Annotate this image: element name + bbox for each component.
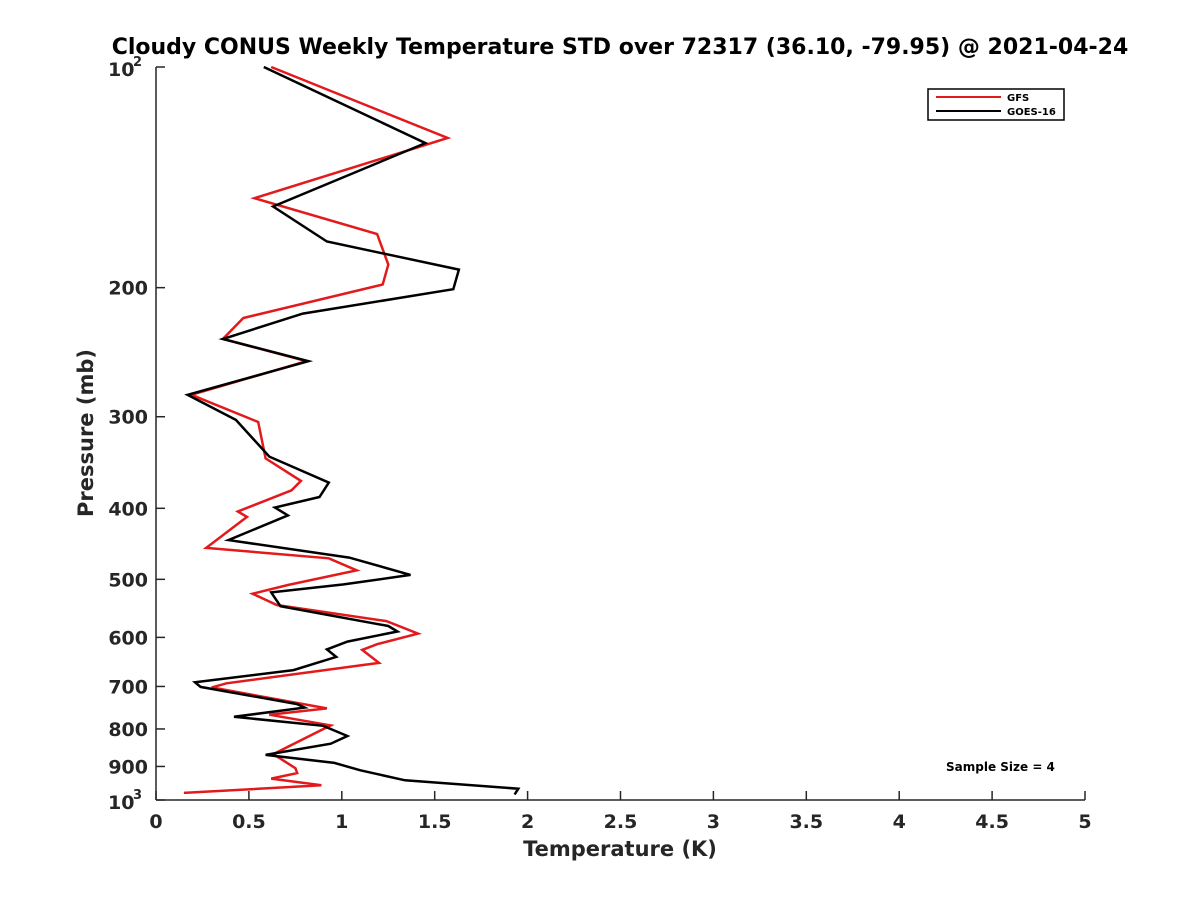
legend: GFS GOES-16: [927, 88, 1065, 121]
y-tick-label: 900: [108, 756, 148, 778]
y-tick-label: 10: [108, 792, 134, 814]
y-tick-label: 400: [108, 498, 148, 520]
y-tick-label: 10: [108, 59, 134, 81]
x-tick-label: 5: [1078, 811, 1091, 833]
series-line-gfs: [183, 65, 452, 795]
legend-label-goes16: GOES-16: [1007, 107, 1056, 118]
series-line-goes16: [184, 65, 521, 796]
legend-label-gfs: GFS: [1007, 93, 1029, 104]
x-tick-label: 0: [149, 811, 162, 833]
y-tick-label: 300: [108, 407, 148, 429]
y-tick-label: 500: [108, 569, 148, 591]
y-tick-exponent: 2: [133, 55, 142, 70]
x-tick-label: 1: [335, 811, 348, 833]
y-axis-label: Pressure (mb): [74, 349, 98, 517]
y-tick-label: 200: [108, 278, 148, 300]
x-tick-label: 3.5: [789, 811, 823, 833]
y-tick-label: 700: [108, 676, 148, 698]
x-tick-label: 2.5: [604, 811, 638, 833]
sample-size-annotation: Sample Size = 4: [946, 760, 1055, 774]
y-tick-label: 800: [108, 719, 148, 741]
series-lines: [183, 65, 521, 796]
x-tick-label: 0.5: [232, 811, 266, 833]
y-tick-label: 600: [108, 627, 148, 649]
x-tick-label: 4.5: [975, 811, 1009, 833]
chart-title: Cloudy CONUS Weekly Temperature STD over…: [112, 35, 1129, 60]
y-tick-exponent: 3: [133, 788, 142, 803]
x-ticks: 0 0.5 1 1.5 2 2.5 3 3.5 4 4.5 5: [149, 791, 1092, 833]
x-tick-label: 1.5: [418, 811, 452, 833]
x-axis-label: Temperature (K): [523, 837, 717, 861]
x-tick-label: 2: [521, 811, 534, 833]
legend-box: [927, 88, 1065, 121]
x-tick-label: 4: [893, 811, 906, 833]
x-tick-label: 3: [707, 811, 720, 833]
plot-area: [155, 67, 1085, 801]
